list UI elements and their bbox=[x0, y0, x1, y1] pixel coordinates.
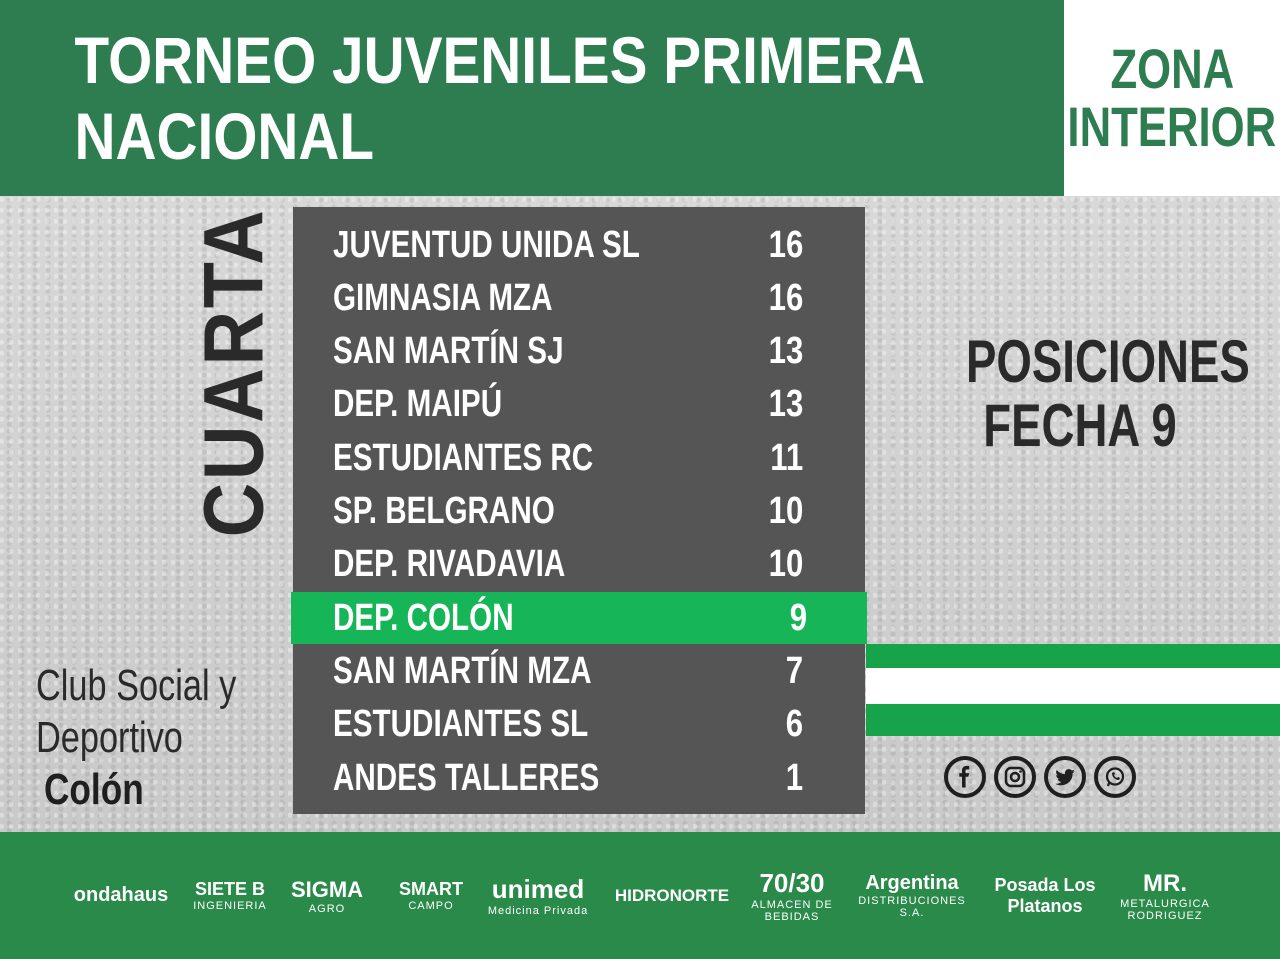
team-points: 16 bbox=[768, 223, 803, 266]
sponsor-name: SMART bbox=[399, 879, 463, 899]
team-name: ANDES TALLERES bbox=[333, 756, 600, 799]
title-banner bbox=[0, 0, 1064, 196]
category-label: CUARTA bbox=[187, 207, 281, 537]
team-points: 1 bbox=[785, 756, 803, 799]
team-name: ESTUDIANTES SL bbox=[333, 703, 589, 746]
stripe-green-top bbox=[866, 644, 1280, 668]
club-name-line-3: Colón bbox=[44, 765, 144, 814]
team-points: 13 bbox=[768, 383, 803, 426]
team-name: DEP. MAIPÚ bbox=[333, 383, 503, 426]
sponsor-logo: HIDRONORTE bbox=[608, 832, 736, 959]
sponsor-logo: Posada Los Platanos bbox=[980, 832, 1110, 959]
sponsor-name: SIETE B bbox=[194, 879, 265, 899]
club-name-line-1: Club Social y bbox=[36, 661, 237, 710]
sponsor-subtitle: Medicina Privada bbox=[487, 905, 589, 917]
team-points: 11 bbox=[770, 436, 803, 479]
sponsor-name: 70/30 bbox=[759, 868, 825, 898]
club-name-line-2: Deportivo bbox=[36, 713, 183, 762]
sponsor-logo: SIETE B INGENIERIA bbox=[188, 832, 272, 959]
standings-row: SP. BELGRANO 10 bbox=[293, 486, 865, 538]
sponsor-name: SIGMA bbox=[290, 876, 364, 902]
team-name: SAN MARTÍN SJ bbox=[333, 330, 564, 373]
standings-table: JUVENTUD UNIDA SL 16 GIMNASIA MZA 16 SAN MAR… bbox=[291, 207, 867, 814]
twitter-icon[interactable] bbox=[1044, 756, 1086, 798]
whatsapp-icon[interactable] bbox=[1094, 756, 1136, 798]
sponsor-name: HIDRONORTE bbox=[614, 885, 730, 905]
stripe-white bbox=[866, 668, 1280, 704]
club-stripes bbox=[866, 644, 1280, 736]
sponsor-name: Argentina bbox=[865, 872, 959, 894]
team-points: 6 bbox=[785, 703, 803, 746]
zone-badge: ZONA INTERIOR bbox=[1064, 0, 1280, 196]
team-name: GIMNASIA MZA bbox=[333, 276, 553, 319]
sponsor-subtitle: AGRO bbox=[308, 902, 346, 915]
sponsor-name: unimed bbox=[491, 874, 585, 904]
sponsor-subtitle: INGENIERIA bbox=[193, 900, 267, 912]
sponsor-subtitle: METALURGICA RODRIGUEZ bbox=[1120, 897, 1210, 922]
team-points: 9 bbox=[789, 596, 807, 639]
standings-row: ESTUDIANTES SL 6 bbox=[293, 699, 865, 751]
positions-heading: POSICIONES FECHA 9 bbox=[930, 328, 1250, 459]
team-name: SP. BELGRANO bbox=[333, 490, 555, 532]
sponsor-logo: 70/30 ALMACEN DE BEBIDAS bbox=[742, 832, 842, 959]
sponsor-subtitle: CAMPO bbox=[408, 900, 454, 912]
standings-row: DEP. COLÓN 9 bbox=[291, 592, 867, 645]
sponsor-logo: ondahaus bbox=[60, 832, 182, 959]
sponsor-subtitle: DISTRIBUCIONES S.A. bbox=[858, 895, 966, 919]
social-links bbox=[944, 756, 1136, 798]
team-name: DEP. COLÓN bbox=[333, 596, 514, 639]
zone-line-2: INTERIOR bbox=[1067, 95, 1277, 158]
stripe-green-bottom bbox=[866, 704, 1280, 736]
team-name: ESTUDIANTES RC bbox=[333, 436, 594, 479]
club-name: Club Social y Deportivo Colón bbox=[36, 660, 293, 816]
category-text: CUARTA bbox=[186, 207, 281, 537]
sponsor-logo: unimed Medicina Privada bbox=[476, 832, 600, 959]
sponsor-logo: SIGMA AGRO bbox=[284, 832, 370, 959]
sponsor-logo: Argentina DISTRIBUCIONES S.A. bbox=[852, 832, 972, 959]
sponsor-logo: SMART CAMPO bbox=[392, 832, 470, 959]
sponsor-subtitle: ALMACEN DE BEBIDAS bbox=[751, 899, 833, 923]
sponsor-logo: MR. METALURGICA RODRIGUEZ bbox=[1114, 832, 1216, 959]
sponsors-footer bbox=[0, 832, 1280, 959]
sponsor-name: ondahaus bbox=[73, 884, 169, 906]
team-points: 10 bbox=[768, 543, 803, 586]
instagram-icon[interactable] bbox=[994, 756, 1036, 798]
team-name: DEP. RIVADAVIA bbox=[333, 543, 566, 586]
team-name: JUVENTUD UNIDA SL bbox=[333, 223, 640, 266]
positions-title: POSICIONES bbox=[966, 328, 1250, 395]
team-points: 16 bbox=[768, 276, 803, 319]
sponsor-name: Posada Los Platanos bbox=[994, 874, 1096, 916]
team-name: SAN MARTÍN MZA bbox=[333, 649, 592, 692]
standings-row: SAN MARTÍN SJ 13 bbox=[293, 326, 865, 378]
standings-row: GIMNASIA MZA 16 bbox=[293, 272, 865, 324]
tournament-title: TORNEO JUVENILES PRIMERA NACIONAL bbox=[74, 23, 923, 173]
standings-row: DEP. MAIPÚ 13 bbox=[293, 379, 865, 431]
team-points: 10 bbox=[768, 490, 803, 532]
zone-line-1: ZONA bbox=[1110, 37, 1234, 100]
standings-row: JUVENTUD UNIDA SL 16 bbox=[293, 219, 865, 271]
standings-row: DEP. RIVADAVIA 10 bbox=[293, 539, 865, 591]
sponsor-name: MR. bbox=[1143, 869, 1187, 897]
team-points: 7 bbox=[785, 649, 803, 692]
team-points: 13 bbox=[768, 330, 803, 373]
standings-row: SAN MARTÍN MZA 7 bbox=[293, 645, 865, 697]
round-label: FECHA 9 bbox=[983, 392, 1177, 459]
standings-row: ESTUDIANTES RC 11 bbox=[293, 432, 865, 484]
standings-row: ANDES TALLERES 1 bbox=[293, 752, 865, 804]
facebook-icon[interactable] bbox=[944, 756, 986, 798]
